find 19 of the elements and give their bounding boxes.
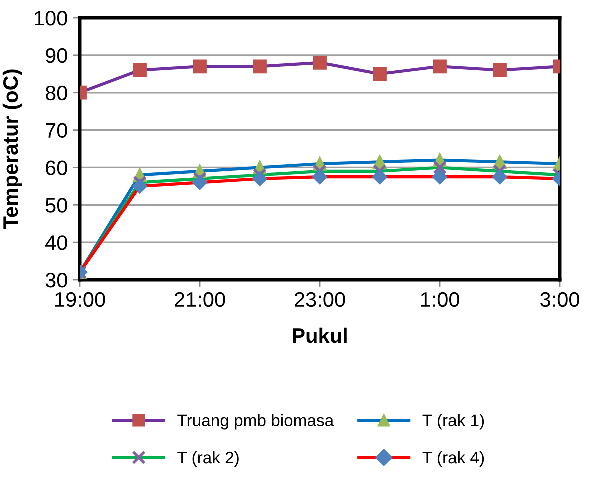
legend-label: Truang pmb biomasa — [178, 414, 334, 430]
y-tick-label: 100 — [35, 11, 68, 26]
x-tick-label: 23:00 — [294, 292, 346, 308]
x-tick-label: 21:00 — [174, 292, 226, 308]
y-tick-label: 70 — [46, 123, 68, 138]
legend-label: T (rak 1) — [422, 414, 484, 430]
y-tick-label: 80 — [46, 86, 68, 101]
y-tick-label: 90 — [46, 48, 68, 64]
y-tick-label: 50 — [46, 198, 68, 213]
x-tick-label: 3:00 — [540, 292, 580, 308]
x-tick-label: 1:00 — [421, 292, 460, 308]
x-tick-label: 19:00 — [56, 292, 106, 308]
y-tick-label: 40 — [46, 236, 68, 250]
x-axis-title: Pukul — [293, 328, 347, 344]
legend-label: T (rak 4) — [422, 451, 484, 467]
legend-label: T (rak 2) — [178, 451, 239, 467]
y-tick-label: 60 — [46, 160, 68, 176]
y-axis-title: Temperatur (oC) — [2, 70, 22, 230]
y-tick-label: 30 — [46, 273, 68, 288]
